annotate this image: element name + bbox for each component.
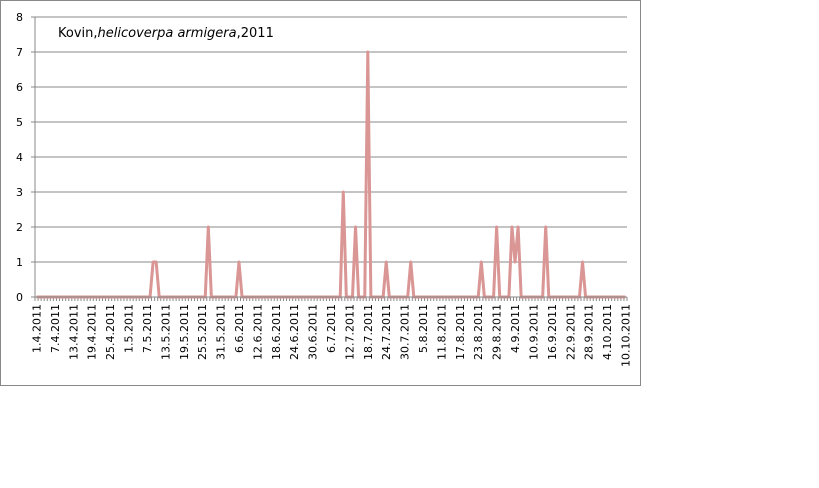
x-tick-label: 19.4.2011 — [86, 304, 99, 360]
x-tick-label: 16.9.2011 — [546, 304, 559, 360]
x-tick-label: 24.7.2011 — [380, 304, 393, 360]
x-tick-label: 6.6.2011 — [233, 304, 246, 353]
x-tick-label: 7.5.2011 — [141, 304, 154, 353]
x-tick-label: 19.5.2011 — [178, 304, 191, 360]
y-tick-label: 3 — [16, 186, 23, 199]
x-tick-label: 10.9.2011 — [527, 304, 540, 360]
x-tick-label: 11.8.2011 — [435, 304, 448, 360]
x-tick-label: 12.7.2011 — [343, 304, 356, 360]
chart-title: Kovin,helicoverpa armigera,2011 — [58, 26, 274, 41]
x-tick-label: 6.7.2011 — [325, 304, 338, 353]
x-tick-label: 25.4.2011 — [104, 304, 117, 360]
y-tick-label: 7 — [16, 46, 23, 59]
y-tick-label: 6 — [16, 81, 23, 94]
x-tick-label: 13.5.2011 — [159, 304, 172, 360]
title-part: ,2011 — [237, 26, 274, 41]
title-part: helicoverpa armigera — [98, 26, 237, 41]
y-tick-label: 2 — [16, 221, 23, 234]
chart-border — [0, 0, 641, 386]
y-tick-label: 5 — [16, 116, 23, 129]
x-tick-label: 29.8.2011 — [491, 304, 504, 360]
x-tick-label: 17.8.2011 — [454, 304, 467, 360]
y-tick-label: 8 — [16, 11, 23, 24]
x-tick-label: 13.4.2011 — [67, 304, 80, 360]
x-tick-label: 28.9.2011 — [583, 304, 596, 360]
x-tick-label: 30.7.2011 — [399, 304, 412, 360]
y-tick-label: 4 — [16, 151, 23, 164]
x-tick-label: 23.8.2011 — [472, 304, 485, 360]
y-tick-label: 0 — [16, 291, 23, 304]
x-tick-label: 5.8.2011 — [417, 304, 430, 353]
x-tick-label: 22.9.2011 — [564, 304, 577, 360]
x-tick-label: 24.6.2011 — [288, 304, 301, 360]
y-tick-label: 1 — [16, 256, 23, 269]
x-tick-label: 18.6.2011 — [270, 304, 283, 360]
x-tick-label: 25.5.2011 — [196, 304, 209, 360]
x-tick-label: 4.10.2011 — [601, 304, 614, 360]
x-tick-label: 12.6.2011 — [251, 304, 264, 360]
x-tick-label: 1.5.2011 — [123, 304, 136, 353]
title-part: Kovin, — [58, 26, 98, 41]
x-tick-label: 30.6.2011 — [307, 304, 320, 360]
x-tick-label: 10.10.2011 — [619, 304, 632, 367]
x-tick-label: 4.9.2011 — [509, 304, 522, 353]
x-tick-label: 7.4.2011 — [49, 304, 62, 353]
x-tick-label: 31.5.2011 — [215, 304, 228, 360]
x-tick-label: 1.4.2011 — [31, 304, 44, 353]
x-tick-label: 18.7.2011 — [362, 304, 375, 360]
